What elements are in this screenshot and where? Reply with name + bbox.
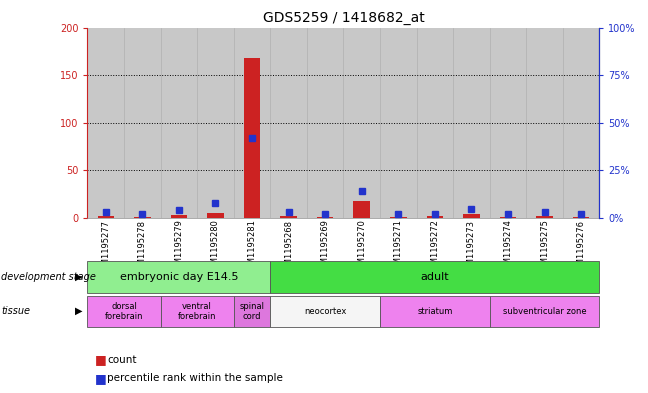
Text: count: count xyxy=(107,354,137,365)
Bar xyxy=(563,28,599,218)
Bar xyxy=(426,216,443,218)
Bar xyxy=(87,28,124,218)
Text: dorsal
forebrain: dorsal forebrain xyxy=(105,301,143,321)
Text: percentile rank within the sample: percentile rank within the sample xyxy=(107,373,283,383)
Text: ▶: ▶ xyxy=(75,272,83,282)
Bar xyxy=(390,217,406,218)
Bar xyxy=(244,58,260,218)
Bar xyxy=(281,216,297,218)
Text: ■: ■ xyxy=(95,353,106,366)
Bar xyxy=(134,217,150,218)
Text: striatum: striatum xyxy=(417,307,452,316)
Text: ▶: ▶ xyxy=(75,306,83,316)
Title: GDS5259 / 1418682_at: GDS5259 / 1418682_at xyxy=(262,11,424,25)
Bar xyxy=(500,217,516,218)
Bar xyxy=(197,28,234,218)
Bar xyxy=(537,216,553,218)
Bar xyxy=(354,201,370,218)
Bar xyxy=(170,215,187,218)
Text: tissue: tissue xyxy=(1,306,30,316)
Text: subventricular zone: subventricular zone xyxy=(503,307,586,316)
Bar xyxy=(453,28,490,218)
Bar xyxy=(380,28,417,218)
Bar xyxy=(526,28,563,218)
Bar xyxy=(98,216,114,218)
Bar xyxy=(161,28,197,218)
Text: ■: ■ xyxy=(95,371,106,385)
Text: embryonic day E14.5: embryonic day E14.5 xyxy=(120,272,238,282)
Bar xyxy=(234,28,270,218)
Text: spinal
cord: spinal cord xyxy=(240,301,264,321)
Bar xyxy=(317,217,333,218)
Bar xyxy=(463,214,480,218)
Bar xyxy=(490,28,526,218)
Bar xyxy=(343,28,380,218)
Text: adult: adult xyxy=(421,272,449,282)
Bar xyxy=(207,213,224,218)
Text: neocortex: neocortex xyxy=(304,307,346,316)
Bar xyxy=(307,28,343,218)
Bar xyxy=(573,217,589,218)
Text: ventral
forebrain: ventral forebrain xyxy=(178,301,216,321)
Bar xyxy=(124,28,161,218)
Bar xyxy=(270,28,307,218)
Text: development stage: development stage xyxy=(1,272,96,282)
Bar xyxy=(417,28,453,218)
